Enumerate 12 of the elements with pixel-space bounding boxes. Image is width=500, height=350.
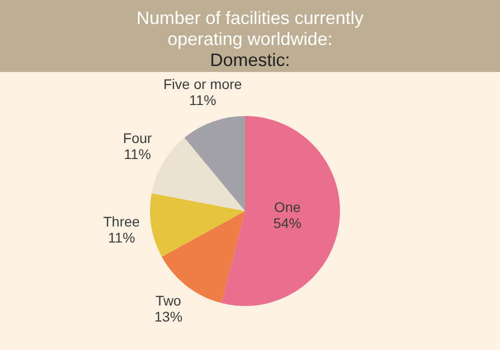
slice-label: Three <box>103 213 140 230</box>
chart-subtitle: Domestic: <box>208 50 291 71</box>
data-label: 54% <box>273 215 302 232</box>
slice-label: Two <box>156 292 182 309</box>
data-label: 11% <box>124 146 151 162</box>
slice-label: One <box>274 199 301 216</box>
slice-label: Four <box>123 130 152 146</box>
data-label: 13% <box>154 308 182 325</box>
slice-label: Five or more <box>163 76 242 92</box>
data-label: 11% <box>189 92 216 108</box>
chart-title: Number of facilities currently operating worldwide: <box>135 8 365 50</box>
data-label: 11% <box>108 229 136 246</box>
